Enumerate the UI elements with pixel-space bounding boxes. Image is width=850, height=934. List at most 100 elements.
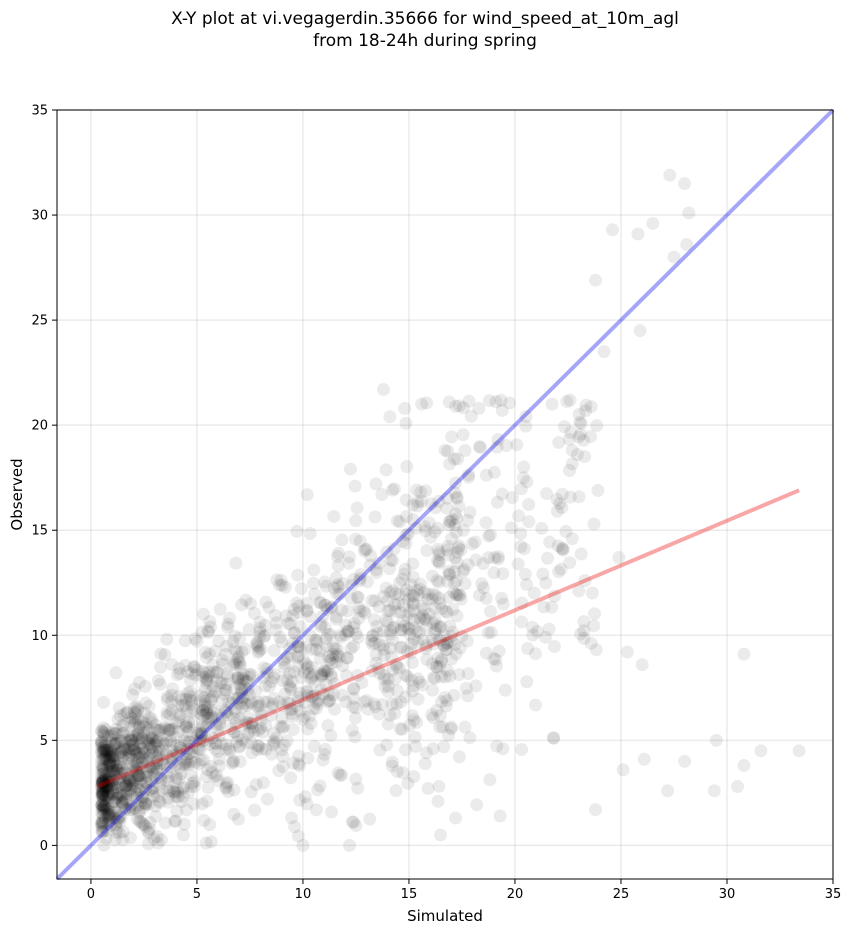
data-point (201, 674, 215, 688)
data-point (102, 805, 116, 819)
data-point (96, 824, 110, 838)
data-point (145, 782, 159, 796)
data-point (368, 594, 382, 608)
data-point (388, 672, 402, 686)
data-point (393, 641, 407, 655)
data-point (435, 602, 449, 616)
data-point (584, 429, 598, 443)
data-point (272, 695, 286, 709)
data-point (145, 732, 159, 746)
data-point (275, 578, 289, 592)
data-point (413, 610, 427, 624)
data-point (219, 780, 233, 794)
data-point (179, 692, 193, 706)
data-point (205, 731, 219, 745)
data-point (143, 815, 157, 829)
data-point (413, 675, 427, 689)
data-point (589, 643, 603, 657)
data-point (149, 722, 163, 736)
data-point (171, 698, 185, 712)
data-point (95, 824, 109, 838)
data-point (530, 624, 544, 638)
data-point (236, 690, 250, 704)
data-point (442, 395, 456, 409)
data-point (130, 700, 144, 714)
data-point (574, 627, 588, 641)
data-point (104, 764, 118, 778)
data-point (493, 809, 507, 823)
data-point (479, 516, 493, 530)
data-point (220, 705, 234, 719)
y-tick-label: 35 (31, 104, 48, 119)
data-point (227, 755, 241, 769)
data-point (124, 782, 138, 796)
data-point (299, 657, 313, 671)
data-point (95, 734, 109, 748)
data-point (419, 524, 433, 538)
data-point (119, 778, 133, 792)
data-point (113, 759, 127, 773)
data-point (95, 736, 109, 750)
data-point (267, 726, 281, 740)
data-point (329, 655, 343, 669)
data-point (315, 668, 329, 682)
data-point (293, 759, 307, 773)
data-point (342, 550, 356, 564)
data-point (620, 645, 634, 659)
data-point (98, 811, 112, 825)
data-point (223, 611, 237, 625)
data-point (563, 556, 577, 570)
data-point (737, 759, 751, 773)
data-point (97, 838, 111, 852)
data-point (104, 742, 118, 756)
data-point (404, 645, 418, 659)
data-point (505, 491, 519, 505)
data-point (335, 768, 349, 782)
data-point (130, 763, 144, 777)
data-point (385, 759, 399, 773)
data-point (484, 604, 498, 618)
data-point (563, 490, 577, 504)
data-point (410, 583, 424, 597)
data-point (578, 450, 592, 464)
data-point (399, 536, 413, 550)
data-point (389, 784, 403, 798)
data-point (114, 767, 128, 781)
data-point (192, 757, 206, 771)
data-point (218, 705, 232, 719)
data-point (314, 670, 328, 684)
data-point (155, 784, 169, 798)
data-point (131, 712, 145, 726)
data-point (663, 168, 677, 182)
data-point (328, 677, 342, 691)
data-point (101, 780, 115, 794)
data-point (141, 824, 155, 838)
data-point (431, 521, 445, 535)
data-point (126, 734, 140, 748)
data-point (241, 727, 255, 741)
data-point (123, 734, 137, 748)
data-point (415, 599, 429, 613)
data-point (520, 675, 534, 689)
data-point (111, 736, 125, 750)
data-point (190, 634, 204, 648)
y-tick-label: 20 (31, 419, 48, 434)
data-point (232, 691, 246, 705)
data-point (141, 763, 155, 777)
data-point (445, 532, 459, 546)
data-point (578, 574, 592, 588)
data-point (137, 719, 151, 733)
data-point (135, 777, 149, 791)
data-point (205, 692, 219, 706)
data-point (346, 700, 360, 714)
data-point (428, 625, 442, 639)
data-point (228, 702, 242, 716)
data-point (275, 635, 289, 649)
data-point (321, 628, 335, 642)
data-point (181, 725, 195, 739)
data-point (217, 687, 231, 701)
data-point (109, 737, 123, 751)
data-point (425, 708, 439, 722)
data-point (106, 756, 120, 770)
data-point (188, 632, 202, 646)
